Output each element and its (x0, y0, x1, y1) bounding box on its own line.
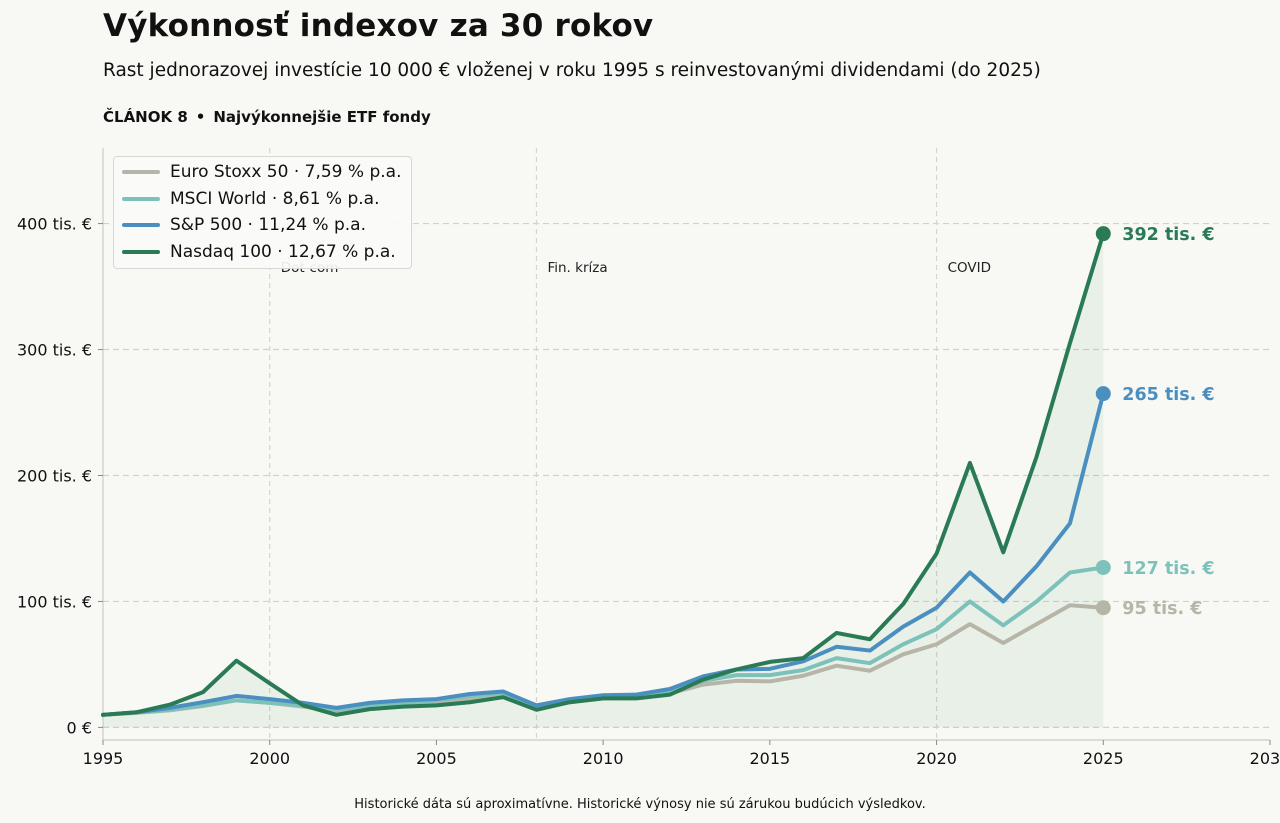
legend-label: S&P 500 · 11,24 % p.a. (170, 215, 367, 236)
x-tick-label: 2015 (749, 749, 790, 768)
legend-item: S&P 500 · 11,24 % p.a. (122, 212, 401, 239)
y-tick-label: 300 tis. € (17, 341, 92, 360)
x-tick-label: 2005 (416, 749, 457, 768)
x-tick-label: 2025 (1083, 749, 1124, 768)
x-tick-label: 2010 (583, 749, 624, 768)
y-tick-label: 100 tis. € (17, 592, 92, 611)
tag-separator: • (195, 108, 206, 126)
y-tick-label: 400 tis. € (17, 215, 92, 234)
x-tick-label: 2030 (1250, 749, 1280, 768)
end-marker (1095, 559, 1111, 575)
end-value-label: 265 tis. € (1122, 385, 1214, 405)
legend-item: Nasdaq 100 · 12,67 % p.a. (122, 239, 401, 266)
footer-disclaimer: Historické dáta sú aproximatívne. Histor… (354, 797, 926, 812)
chart-title: Výkonnosť indexov za 30 rokov (103, 8, 654, 44)
legend-item: MSCI World · 8,61 % p.a. (122, 186, 401, 213)
event-label: COVID (948, 260, 991, 276)
end-value-label: 392 tis. € (1122, 225, 1214, 245)
end-marker (1095, 600, 1111, 616)
legend-swatch (122, 196, 160, 201)
end-marker (1095, 386, 1111, 402)
series-line-nasdaq-100 (101, 231, 1106, 717)
x-tick-label: 1995 (83, 749, 124, 768)
chart-legend: Euro Stoxx 50 · 7,59 % p.a. MSCI World · … (113, 156, 413, 269)
chart-subtitle: Rast jednorazovej investície 10 000 € vl… (103, 60, 1041, 81)
legend-swatch (122, 170, 160, 175)
end-marker (1095, 226, 1111, 242)
article-tag-topic: Najvýkonnejšie ETF fondy (213, 108, 431, 126)
y-tick-label: 0 € (67, 718, 92, 737)
legend-item: Euro Stoxx 50 · 7,59 % p.a. (122, 159, 401, 186)
event-label: Fin. kríza (547, 260, 607, 276)
legend-label: MSCI World · 8,61 % p.a. (170, 188, 380, 209)
legend-label: Nasdaq 100 · 12,67 % p.a. (170, 241, 396, 262)
article-tag-label: ČLÁNOK 8 (103, 108, 188, 126)
x-tick-label: 2020 (916, 749, 957, 768)
area-fill (103, 233, 1104, 728)
series-line-s-p-500 (101, 391, 1106, 717)
article-tag: ČLÁNOK 8 • Najvýkonnejšie ETF fondy (103, 108, 431, 126)
x-tick-label: 2000 (249, 749, 290, 768)
legend-swatch (122, 249, 160, 254)
end-value-label: 95 tis. € (1122, 599, 1202, 619)
end-value-label: 127 tis. € (1122, 559, 1214, 579)
legend-label: Euro Stoxx 50 · 7,59 % p.a. (170, 162, 402, 183)
y-tick-label: 200 tis. € (17, 466, 92, 485)
legend-swatch (122, 223, 160, 228)
